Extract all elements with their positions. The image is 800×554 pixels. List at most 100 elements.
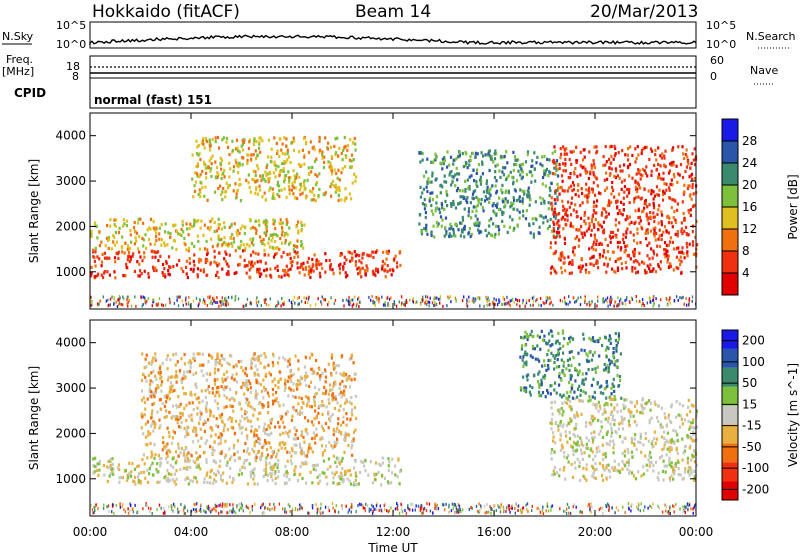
echo-cell [646,243,649,248]
echo-cell [345,376,348,380]
echo-cell [248,186,251,190]
echo-cell [237,245,240,249]
echo-cell [309,269,312,273]
echo-cell [274,239,277,244]
echo-cell [476,152,479,156]
echo-cell [223,423,226,427]
ground-scatter-cell [658,304,660,308]
echo-cell [223,175,226,179]
echo-cell [283,187,286,191]
echo-cell [568,336,571,341]
echo-cell [650,416,653,420]
echo-cell [214,399,217,403]
echo-cell [112,240,115,244]
echo-cell [206,166,209,170]
echo-cell [362,460,365,465]
echo-cell [205,273,208,277]
echo-cell [289,379,293,384]
echo-cell [346,432,349,436]
ground-scatter-cell [675,295,678,299]
echo-cell [652,267,655,271]
ground-scatter-cell [143,296,146,300]
echo-cell [500,188,503,192]
echo-cell [432,212,435,216]
echo-cell [232,236,235,240]
echo-cell [135,239,138,243]
echo-cell [345,398,348,402]
echo-cell [217,356,220,360]
echo-cell [348,400,351,404]
echo-cell [421,191,424,195]
ground-scatter-cell [309,304,312,308]
echo-cell [313,417,316,421]
echo-cell [683,449,686,453]
echo-cell [180,378,183,382]
echo-cell [364,469,367,473]
echo-cell [528,193,531,198]
echo-cell [297,359,300,363]
echo-cell [146,480,150,484]
echo-cell [353,172,356,176]
echo-cell [430,160,433,164]
ground-scatter-cell [293,295,296,299]
ground-scatter-cell [473,300,475,304]
echo-cell [350,159,353,163]
echo-cell [98,461,101,466]
echo-cell [270,431,273,435]
echo-cell [687,233,690,237]
echo-cell [633,443,636,447]
echo-cell [238,150,241,154]
echo-cell [262,378,265,382]
echo-cell [328,440,331,444]
echo-cell [333,168,336,172]
echo-cell [691,230,694,234]
echo-cell [559,185,562,190]
echo-cell [142,453,145,457]
echo-cell [615,235,618,239]
echo-cell [606,363,609,367]
echo-cell [217,406,220,410]
echo-cell [285,137,288,141]
echo-cell [564,400,567,404]
echo-cell [606,384,609,388]
echo-cell [634,147,637,151]
echo-cell [458,201,461,206]
echo-cell [313,371,316,375]
echo-cell [263,385,266,389]
echo-cell [149,217,153,221]
echo-cell [159,364,162,368]
echo-cell [209,261,212,265]
echo-cell [334,185,337,189]
echo-cell [227,184,230,188]
ground-scatter-cell [681,296,683,300]
echo-cell [299,265,302,270]
echo-cell [233,271,236,275]
echo-cell [635,195,638,199]
echo-cell [258,425,261,429]
echo-cell [616,359,619,363]
echo-cell [553,360,556,365]
echo-cell [253,467,256,471]
echo-cell [161,401,164,405]
ground-scatter-cell [352,302,355,306]
echo-cell [171,246,174,250]
echo-cell [204,138,208,142]
echo-cell [162,441,165,445]
echo-cell [258,274,262,278]
echo-cell [113,270,116,274]
echo-cell [307,256,310,260]
echo-cell [256,417,259,421]
echo-cell [424,215,427,220]
echo-cell [575,369,578,373]
echo-cell [339,262,342,266]
ground-scatter-cell [118,295,121,299]
echo-cell [300,185,303,189]
echo-cell [616,266,619,270]
echo-cell [585,463,588,467]
ground-scatter-cell [412,297,415,300]
echo-cell [314,441,317,445]
echo-cell [656,175,660,179]
echo-cell [529,231,532,235]
echo-cell [168,434,171,438]
echo-cell [263,191,266,195]
